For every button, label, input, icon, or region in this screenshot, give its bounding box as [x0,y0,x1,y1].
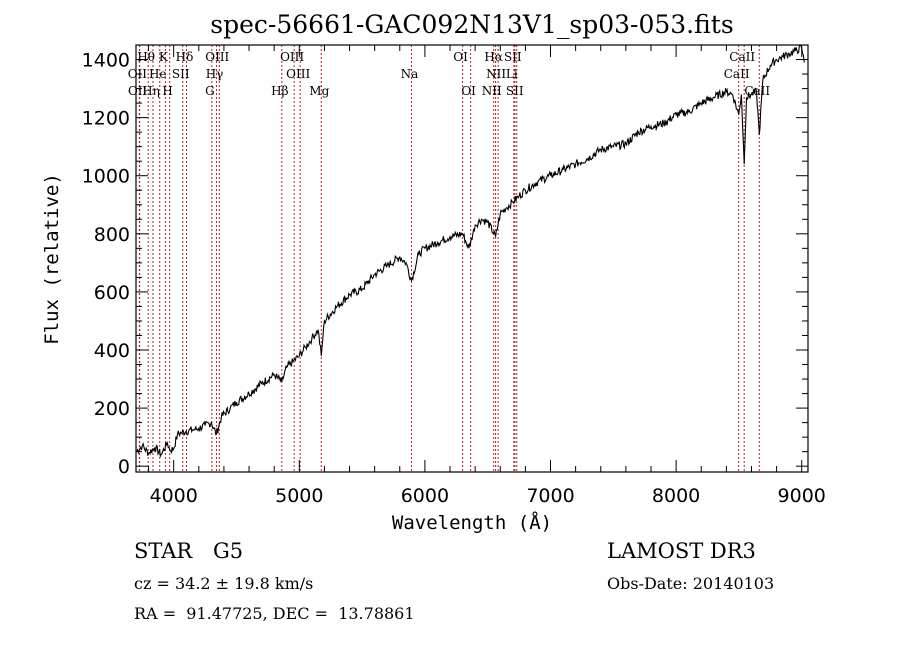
spectral-line-label: SII [504,50,522,64]
y-tick-label: 600 [94,282,130,304]
spectrum-line [135,45,805,459]
spectral-line-label: Na [401,67,419,81]
y-tick-label: 800 [94,224,130,246]
spectral-line-label: Mg [309,84,329,98]
plot-frame [135,44,809,473]
spectral-line-label: Hη [142,84,160,98]
spectral-line-label: CaII [724,67,750,81]
y-tick-label: 400 [94,340,130,362]
spectral-line-label: SII [506,84,524,98]
spectral-line-label: K [159,50,169,64]
spectral-line-label: Hθ [137,50,155,64]
y-tick-label: 1200 [82,108,130,130]
spectral-line-label: H [162,84,172,98]
spectral-line-label: OIII [286,67,310,81]
spectral-line-label: OI [453,50,468,64]
y-tick-label: 200 [94,398,130,420]
spectral-line-label: Hδ [176,50,194,64]
spectral-line-label: OIII [280,50,304,64]
x-axis-label: Wavelength (Å) [392,511,552,534]
redshift-readout: cz = 34.2 ± 19.8 km/s [134,574,314,593]
observation-date: Obs-Date: 20140103 [607,574,775,593]
spectral-line-label: Hβ [271,84,288,98]
x-tick-label: 5000 [275,485,323,507]
y-tick-label: 0 [118,456,130,478]
coordinates-readout: RA = 91.47725, DEC = 13.78861 [134,604,415,623]
spectral-line-label: Li [506,67,518,81]
y-tick-label: 1400 [82,50,130,72]
spectral-line-label: SII [172,67,190,81]
x-tick-label: 7000 [526,485,574,507]
object-class: STAR [134,539,193,563]
spectral-line-label: OII [128,84,148,98]
spectral-line-label: NII [486,67,506,81]
spectral-line-label: OI [461,84,476,98]
spectral-line-label: G [205,84,215,98]
y-axis-ticks: 0 200 400 600 800 1000 1200 1400 [82,50,808,478]
spectral-line-markers [138,45,760,472]
spectral-line-label: OIII [205,50,229,64]
x-tick-label: 6000 [401,485,449,507]
spectral-line-label: Hα [484,50,503,64]
x-tick-label: 4000 [150,485,198,507]
spectral-line-label: Hγ [206,67,224,81]
spectral-line-label: NII [482,84,502,98]
spectral-line-label: CaII [729,50,755,64]
x-axis-ticks: 4000 5000 6000 7000 8000 9000 [148,45,826,507]
survey-name: LAMOST DR3 [607,539,756,563]
y-tick-label: 1000 [82,166,130,188]
x-tick-label: 8000 [652,485,700,507]
plot-axes [135,44,809,473]
x-tick-label: 9000 [778,485,826,507]
chart-title: spec-56661-GAC092N13V1_sp03-053.fits [210,10,733,39]
y-axis-label: Flux (relative) [41,173,63,345]
spectral-line-label: He [149,67,167,81]
object-subclass: G5 [213,539,244,563]
